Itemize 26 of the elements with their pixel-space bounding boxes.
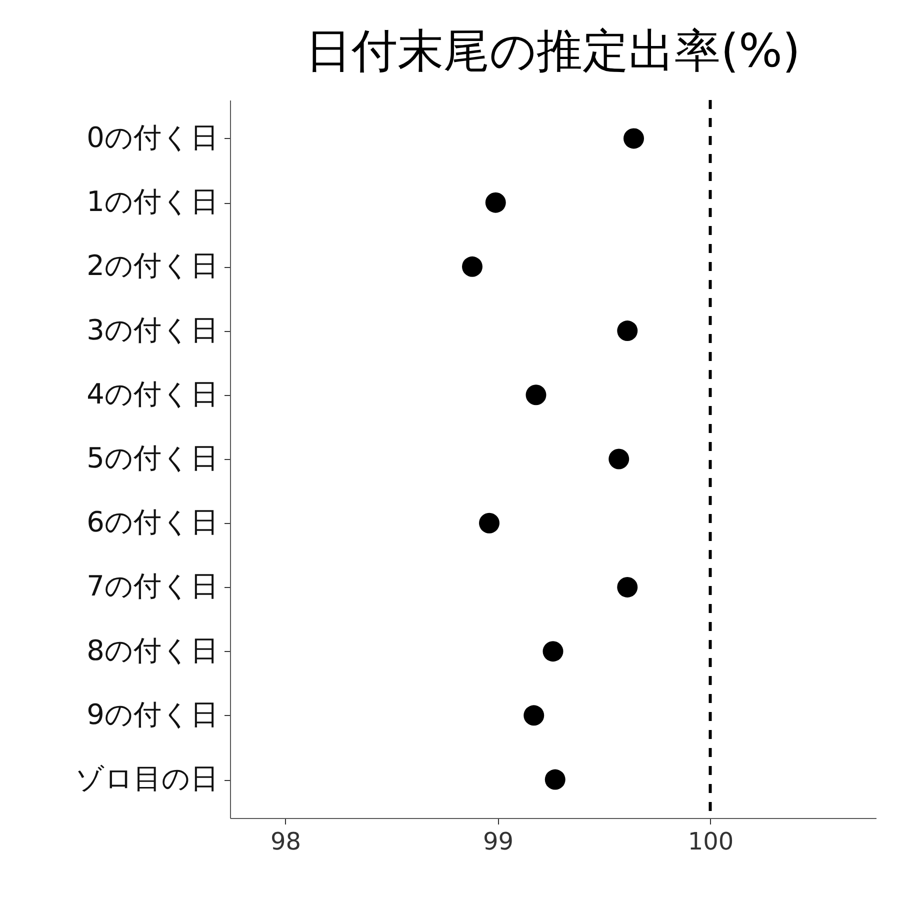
x-tick-label: 99 — [482, 828, 514, 856]
y-tick-label: 7の付く日 — [86, 570, 218, 603]
y-tick-label: 1の付く日 — [86, 185, 218, 218]
point — [544, 769, 566, 790]
x-tick-label: 98 — [270, 828, 302, 856]
point — [485, 192, 506, 213]
point — [617, 576, 638, 598]
x-tick-label: 100 — [688, 828, 734, 856]
y-tick-label: 0の付く日 — [86, 120, 218, 154]
y-tick-label: 5の付く日 — [86, 442, 218, 474]
chart-title: 日付末尾の推定出率(%) — [306, 24, 800, 78]
y-tick-label: 8の付く日 — [86, 634, 218, 667]
y-tick-label: 4の付く日 — [86, 377, 218, 410]
y-tick-label: 6の付く日 — [86, 506, 218, 539]
point — [608, 448, 630, 470]
point — [526, 384, 546, 406]
point — [479, 512, 500, 534]
point — [624, 128, 644, 149]
y-tick-label: 2の付く日 — [86, 249, 218, 282]
point — [617, 320, 638, 342]
y-tick-label: 3の付く日 — [86, 313, 218, 346]
point — [462, 256, 482, 277]
y-tick-label: 9の付く日 — [86, 698, 218, 731]
point — [524, 705, 544, 726]
y-tick-label: ゾロ目の日 — [76, 762, 218, 796]
point — [542, 641, 564, 662]
